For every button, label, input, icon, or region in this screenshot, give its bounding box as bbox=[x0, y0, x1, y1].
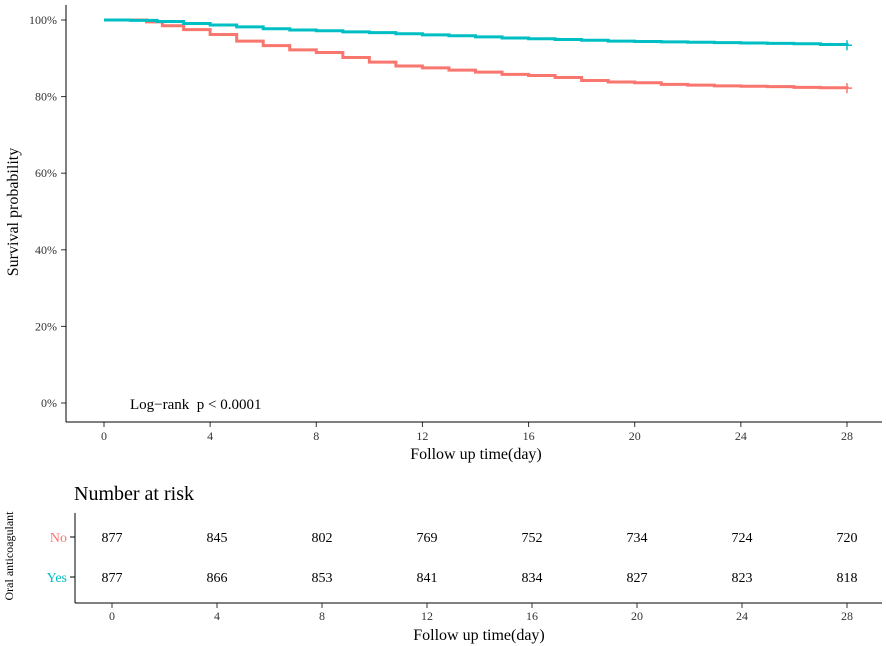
x-axis: 0 4 8 12 16 20 24 28 bbox=[101, 422, 853, 443]
y-tick-label: 20% bbox=[35, 319, 57, 333]
risk-value: 823 bbox=[732, 571, 753, 586]
risk-value: 877 bbox=[102, 571, 123, 586]
x-tick-label: 4 bbox=[207, 429, 213, 443]
risk-table-x-ticks: 0 4 8 12 16 20 24 28 bbox=[109, 603, 853, 623]
risk-x-tick-label: 16 bbox=[526, 609, 538, 623]
y-axis-title: Survival probability bbox=[5, 148, 22, 276]
risk-value: 827 bbox=[627, 571, 648, 586]
risk-x-tick-label: 4 bbox=[214, 609, 220, 623]
risk-value: 734 bbox=[627, 531, 648, 546]
series-line-no bbox=[104, 18, 849, 90]
risk-row-label-yes: Yes bbox=[47, 571, 67, 586]
survival-plot: Survival probability 0%20%40%60%80%100% … bbox=[5, 5, 882, 463]
risk-x-tick-label: 8 bbox=[319, 609, 325, 623]
risk-value: 866 bbox=[207, 571, 228, 586]
x-tick-label: 16 bbox=[523, 429, 535, 443]
y-tick-label: 40% bbox=[35, 243, 57, 257]
risk-value: 802 bbox=[312, 531, 333, 546]
x-tick-label: 24 bbox=[735, 429, 747, 443]
risk-value: 720 bbox=[837, 531, 858, 546]
series-line-yes bbox=[104, 18, 849, 47]
x-tick-label: 28 bbox=[841, 429, 853, 443]
y-tick-label: 60% bbox=[35, 166, 57, 180]
risk-value: 853 bbox=[312, 571, 333, 586]
x-tick-label: 12 bbox=[416, 429, 428, 443]
risk-value: 752 bbox=[522, 531, 543, 546]
x-axis-title: Follow up time(day) bbox=[410, 446, 542, 463]
risk-table: Number at risk Oral anticoagulant No 877 8… bbox=[2, 483, 882, 644]
x-tick-label: 8 bbox=[313, 429, 319, 443]
y-tick-label: 0% bbox=[41, 396, 57, 410]
censor-mark-yes bbox=[842, 40, 852, 51]
risk-row-label-no: No bbox=[50, 531, 67, 546]
risk-value: 834 bbox=[522, 571, 543, 586]
risk-x-tick-label: 0 bbox=[109, 609, 115, 623]
risk-value: 769 bbox=[417, 531, 438, 546]
risk-rows: No 877 845 802 769 752 734 724 720 Yes 877 866 853 84… bbox=[47, 531, 858, 586]
logrank-annotation: Log−rank p < 0.0001 bbox=[130, 397, 261, 413]
y-tick-label: 100% bbox=[29, 13, 57, 27]
censor-mark-no bbox=[842, 83, 852, 94]
risk-x-tick-label: 12 bbox=[421, 609, 433, 623]
risk-value: 845 bbox=[207, 531, 228, 546]
risk-x-tick-label: 24 bbox=[736, 609, 748, 623]
x-tick-label: 0 bbox=[101, 429, 107, 443]
x-tick-label: 20 bbox=[629, 429, 641, 443]
risk-value: 724 bbox=[732, 531, 753, 546]
risk-table-x-title: Follow up time(day) bbox=[413, 627, 545, 644]
risk-table-y-title: Oral anticoagulant bbox=[2, 511, 16, 601]
y-tick-label: 80% bbox=[35, 90, 57, 104]
risk-value: 841 bbox=[417, 571, 438, 586]
risk-table-title: Number at risk bbox=[74, 483, 194, 505]
y-axis: 0% 20% 40% 60% 80% 100% bbox=[29, 13, 66, 410]
risk-value: 818 bbox=[837, 571, 858, 586]
risk-x-tick-label: 20 bbox=[631, 609, 643, 623]
risk-value: 877 bbox=[102, 531, 123, 546]
survival-curves bbox=[104, 18, 852, 94]
risk-x-tick-label: 28 bbox=[841, 609, 853, 623]
